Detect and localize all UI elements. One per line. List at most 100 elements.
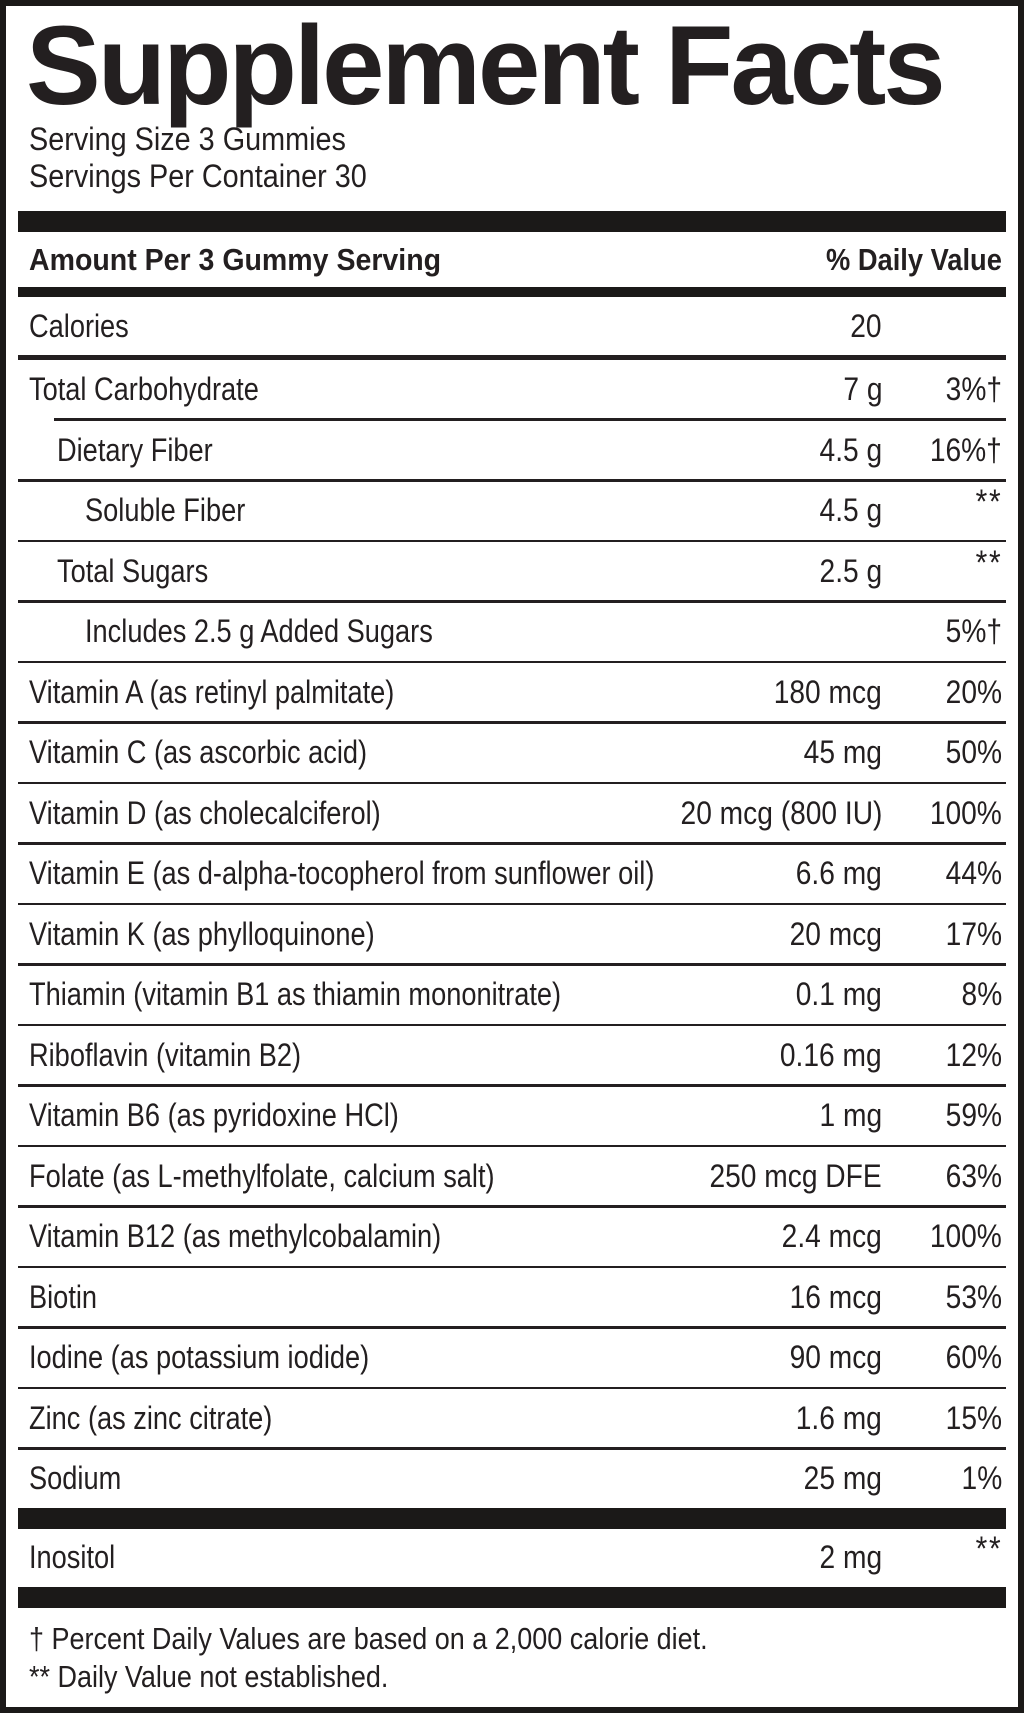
nutrient-daily-value: 15% [945,1399,1002,1436]
thick-divider-bar [18,1586,1006,1608]
table-row: Folate (as L-methylfolate, calcium salt)… [18,1147,1006,1205]
nutrient-amount: 20 mcg [789,915,882,952]
nutrient-name: Biotin [29,1278,98,1315]
table-row: Vitamin A (as retinyl palmitate) 180 mcg 2… [18,663,1006,721]
footnotes: † Percent Daily Values are based on a 2,… [29,1620,1018,1697]
servings-per-container: Servings Per Container 30 [29,158,367,195]
nutrient-name: Includes 2.5 g Added Sugars [85,613,433,650]
row-divider [18,539,1006,543]
nutrient-name: Vitamin D (as cholecalciferol) [29,794,381,831]
row-divider [18,1386,1006,1390]
nutrient-name: Vitamin E (as d-alpha-tocopherol from su… [29,855,655,892]
row-divider [18,902,1006,906]
nutrient-daily-value: ** [975,1530,1002,1569]
nutrient-name: Vitamin B12 (as methylcobalamin) [29,1218,442,1255]
serving-size: Serving Size 3 Gummies [29,121,346,158]
nutrient-name: Iodine (as potassium iodide) [29,1339,370,1376]
nutrient-daily-value: 53% [945,1278,1002,1315]
row-divider [18,781,1006,785]
nutrient-amount: 0.16 mg [780,1036,882,1073]
nutrient-name: Thiamin (vitamin B1 as thiamin mononitra… [29,976,562,1013]
footnote-daily-value: † Percent Daily Values are based on a 2,… [29,1620,708,1656]
table-row: Vitamin D (as cholecalciferol) 20 mcg (80… [18,784,1006,842]
row-divider [18,1447,1006,1450]
nutrient-daily-value: 5%† [945,613,1002,650]
nutrient-amount: 180 mcg [773,673,882,710]
nutrient-daily-value: 50% [945,734,1002,771]
nutrient-daily-value: 20% [945,673,1002,710]
row-divider [18,1023,1006,1027]
table-row: Calories 20 [18,297,1006,355]
nutrient-name: Inositol [29,1539,116,1576]
nutrient-amount: 2.5 g [819,552,882,589]
nutrient-name: Vitamin K (as phylloquinone) [29,915,375,952]
nutrient-amount: 2 mg [819,1539,882,1576]
nutrient-name: Zinc (as zinc citrate) [29,1399,273,1436]
row-divider [18,600,1006,603]
nutrient-daily-value: 1% [961,1460,1002,1497]
nutrient-amount: 1.6 mg [795,1399,882,1436]
thick-divider-bar [18,211,1006,233]
nutrient-daily-value: 8% [961,976,1002,1013]
nutrient-name: Vitamin A (as retinyl palmitate) [29,673,395,710]
row-divider [18,721,1006,724]
nutrient-name: Riboflavin (vitamin B2) [29,1036,302,1073]
nutrient-name: Dietary Fiber [57,431,213,468]
nutrient-daily-value: 12% [945,1036,1002,1073]
page-title: Supplement Facts [26,3,946,128]
row-divider [54,418,1006,422]
nutrient-name: Vitamin B6 (as pyridoxine HCl) [29,1097,399,1134]
table-row: Riboflavin (vitamin B2) 0.16 mg 12% [18,1026,1006,1084]
table-row: Biotin 16 mcg 53% [18,1268,1006,1326]
nutrient-amount: 20 mcg (800 IU) [680,794,882,831]
row-divider [18,660,1006,664]
table-row: Vitamin B6 (as pyridoxine HCl) 1 mg 59% [18,1087,1006,1145]
table-row: Zinc (as zinc citrate) 1.6 mg 15% [18,1389,1006,1447]
row-divider [18,479,1006,482]
table-row: Vitamin C (as ascorbic acid) 45 mg 50% [18,724,1006,782]
table-row: Total Sugars 2.5 g ** [18,542,1006,600]
nutrient-amount: 0.1 mg [795,976,882,1013]
footnote-not-established: ** Daily Value not established. [29,1659,389,1695]
nutrients-table: Calories 20 Total Carbohydrate 7 g 3%† Dietar… [18,297,1006,1508]
nutrient-amount: 7 g [842,370,882,407]
nutrient-name: Vitamin C (as ascorbic acid) [29,734,368,771]
nutrient-name: Total Sugars [57,552,209,589]
nutrient-name: Calories [29,307,129,344]
table-row: Thiamin (vitamin B1 as thiamin mononitra… [18,966,1006,1024]
row-divider [18,1205,1006,1208]
table-row: Iodine (as potassium iodide) 90 mcg 60% [18,1329,1006,1387]
table-header: Amount Per 3 Gummy Serving % Daily Value [18,232,1006,287]
nutrient-amount: 4.5 g [819,431,882,468]
nutrient-amount: 16 mcg [789,1278,882,1315]
nutrient-daily-value: 17% [945,915,1002,952]
nutrient-daily-value: ** [975,543,1002,582]
row-divider [18,1144,1006,1148]
table-row: Sodium 25 mg 1% [18,1450,1006,1508]
table-row: Vitamin E (as d-alpha-tocopherol from su… [18,845,1006,903]
row-divider [18,1084,1006,1087]
row-divider [18,1326,1006,1329]
nutrient-amount: 6.6 mg [795,855,882,892]
nutrient-daily-value [882,308,1002,345]
serving-info: Serving Size 3 Gummies Servings Per Cont… [29,121,1018,195]
nutrient-name: Soluble Fiber [85,492,246,529]
nutrient-daily-value: 100% [929,1218,1002,1255]
nutrient-daily-value: ** [975,483,1002,522]
thick-divider-bar [18,1507,1006,1529]
nutrient-daily-value: 59% [945,1097,1002,1134]
nutrient-name: Sodium [29,1460,122,1497]
table-row: Inositol 2 mg ** [18,1529,1006,1587]
table-row: Vitamin K (as phylloquinone) 20 mcg 17% [18,905,1006,963]
table-row: Total Carbohydrate 7 g 3%† [18,360,1006,418]
row-divider [18,842,1006,845]
nutrient-name: Folate (as L-methylfolate, calcium salt) [29,1157,495,1194]
table-row: Soluble Fiber 4.5 g ** [18,482,1006,540]
nutrient-daily-value: 60% [945,1339,1002,1376]
nutrient-name: Total Carbohydrate [29,370,259,407]
nutrient-amount: 2.4 mcg [781,1218,882,1255]
table-row: Includes 2.5 g Added Sugars 5%† [18,603,1006,661]
nutrient-daily-value: 16%† [929,431,1002,468]
nutrient-daily-value: 100% [929,794,1002,831]
